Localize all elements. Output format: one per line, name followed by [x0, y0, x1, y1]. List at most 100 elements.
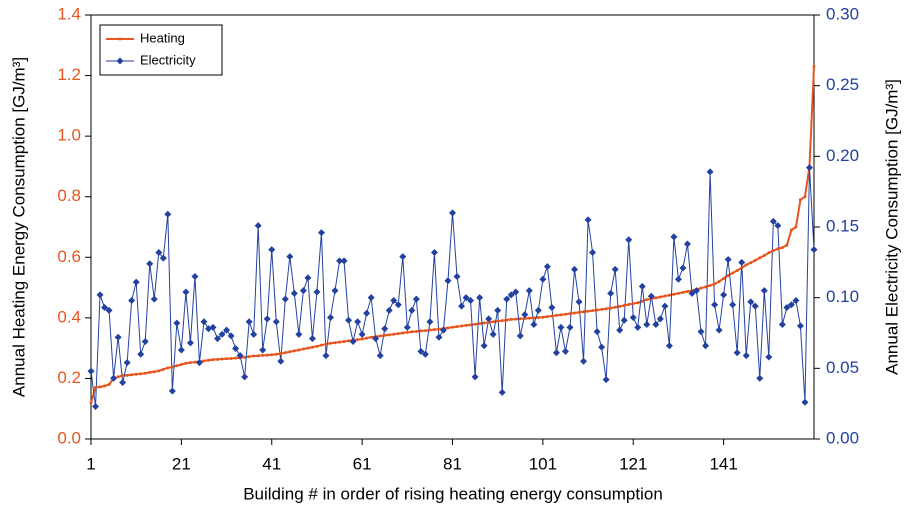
y2-tick-label: 0.00 [826, 428, 859, 447]
point [340, 257, 348, 265]
point [462, 294, 470, 302]
point [365, 336, 369, 340]
point [134, 372, 138, 376]
point [166, 366, 170, 370]
point [616, 326, 624, 334]
point [726, 273, 730, 277]
point [288, 350, 292, 354]
point [159, 254, 167, 262]
point [132, 278, 140, 286]
point [345, 316, 353, 324]
point [401, 331, 405, 335]
y2-tick-label: 0.10 [826, 287, 859, 306]
point [805, 164, 813, 172]
point [683, 240, 691, 248]
point [451, 325, 454, 329]
point [681, 290, 685, 294]
point [317, 229, 325, 237]
point [191, 272, 199, 280]
point [121, 373, 125, 377]
y-tick-label: 1.0 [57, 126, 81, 145]
point [480, 342, 488, 350]
point [525, 287, 533, 295]
point [518, 317, 522, 321]
point [387, 333, 391, 337]
point [720, 291, 728, 299]
point [290, 289, 298, 297]
legend-marker [118, 37, 122, 41]
point [168, 387, 176, 395]
point [297, 348, 301, 352]
point [304, 274, 312, 282]
y-tick-label: 0.2 [57, 368, 81, 387]
point [554, 313, 558, 317]
point [173, 319, 181, 327]
y2-axis-title: Annual Electricity Consumption [GJ/m³] [882, 79, 901, 375]
point [801, 398, 809, 406]
point [776, 247, 780, 251]
point [399, 253, 407, 261]
point [354, 318, 362, 326]
point [188, 361, 192, 365]
point [150, 295, 158, 303]
point [552, 349, 560, 357]
point [604, 307, 608, 311]
point [729, 301, 737, 309]
point [394, 301, 402, 309]
point [521, 311, 529, 319]
point [812, 64, 816, 68]
x-tick-label: 141 [709, 454, 737, 473]
point [130, 373, 134, 377]
point [482, 321, 486, 325]
point [161, 367, 165, 371]
point [184, 361, 188, 365]
point [444, 277, 452, 285]
point [575, 298, 583, 306]
point [385, 306, 393, 314]
point [338, 340, 342, 344]
point [430, 248, 438, 256]
point [435, 333, 443, 341]
point [498, 388, 506, 396]
point [250, 330, 258, 338]
point [265, 353, 269, 357]
point [390, 296, 398, 304]
point [658, 295, 662, 299]
point [571, 265, 579, 273]
point [299, 287, 307, 295]
point [756, 374, 764, 382]
point [473, 322, 477, 326]
point [595, 308, 599, 312]
point [598, 343, 606, 351]
point [179, 362, 183, 366]
point [155, 248, 163, 256]
legend-label: Electricity [140, 52, 196, 67]
point [423, 329, 427, 333]
point [419, 329, 423, 333]
point [426, 318, 434, 326]
point [688, 289, 696, 297]
point [254, 222, 262, 230]
point [747, 298, 755, 306]
point [301, 347, 305, 351]
point [336, 257, 344, 265]
point [771, 249, 775, 253]
point [600, 307, 604, 311]
point [342, 339, 346, 343]
point [593, 328, 601, 336]
x-tick-label: 1 [86, 454, 95, 473]
point [110, 374, 118, 382]
point [453, 272, 461, 280]
point [367, 294, 375, 302]
y2-tick-label: 0.15 [826, 216, 859, 235]
point [489, 330, 497, 338]
point [421, 350, 429, 358]
point [218, 330, 226, 338]
point [87, 367, 95, 375]
point [767, 251, 771, 255]
point [792, 296, 800, 304]
point [209, 323, 217, 331]
point [476, 294, 484, 302]
point [527, 316, 531, 320]
point [742, 352, 750, 360]
